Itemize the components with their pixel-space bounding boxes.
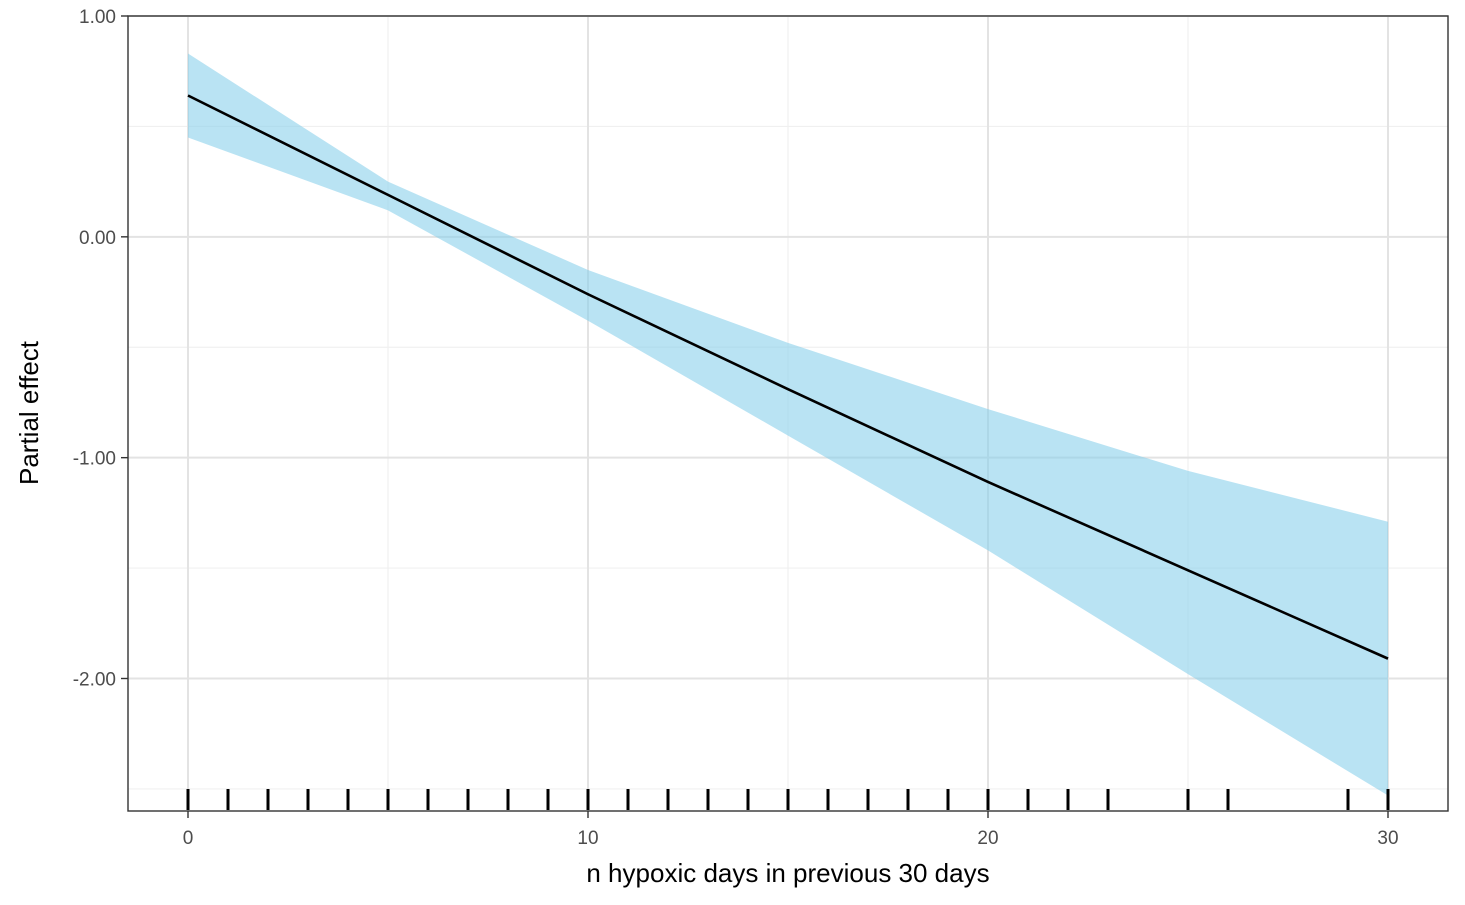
x-axis-title: n hypoxic days in previous 30 days — [586, 858, 989, 888]
y-tick-label: 1.00 — [79, 7, 116, 28]
panel-border — [127, 15, 1449, 812]
x-tick-label: 20 — [977, 828, 998, 849]
x-tick-label: 0 — [183, 828, 194, 849]
y-tick-label: -2.00 — [73, 670, 116, 691]
rug-marks — [186, 789, 1390, 810]
confidence-band — [188, 53, 1388, 796]
x-axis: 0 10 20 30 — [183, 811, 1399, 849]
fitted-line — [187, 94, 1389, 660]
y-tick-label: 0.00 — [79, 228, 116, 249]
y-axis: 1.00 0.00 -1.00 -2.00 — [73, 7, 128, 691]
y-tick-label: -1.00 — [73, 449, 116, 470]
confidence-band-layer — [188, 53, 1388, 796]
x-tick-label: 30 — [1377, 828, 1398, 849]
y-axis-title: Partial effect — [14, 340, 44, 485]
x-tick-label: 10 — [577, 828, 598, 849]
fitted-line-layer — [187, 94, 1389, 660]
